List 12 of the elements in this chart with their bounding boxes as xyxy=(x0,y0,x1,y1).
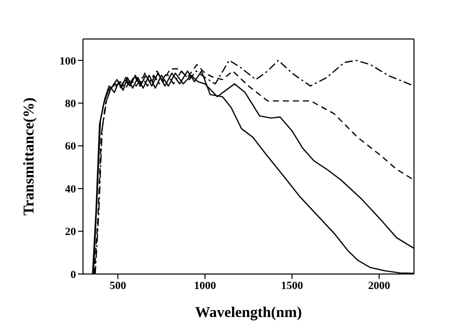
y-tick-label: 0 xyxy=(70,268,76,281)
y-tick-label: 60 xyxy=(65,140,76,153)
y-tick-label: 80 xyxy=(65,98,76,110)
x-axis-title: Wavelength(nm) xyxy=(195,305,302,321)
x-tick-label: 1500 xyxy=(281,280,304,292)
y-tick-label: 40 xyxy=(65,183,76,196)
y-tick-label: 20 xyxy=(65,226,76,238)
x-tick-label: 2000 xyxy=(368,280,391,292)
y-axis-title: Transmittance(%) xyxy=(21,97,38,216)
x-tick-label: 500 xyxy=(110,280,127,292)
x-tick-label: 1000 xyxy=(194,280,216,292)
y-tick-label: 100 xyxy=(60,55,76,68)
